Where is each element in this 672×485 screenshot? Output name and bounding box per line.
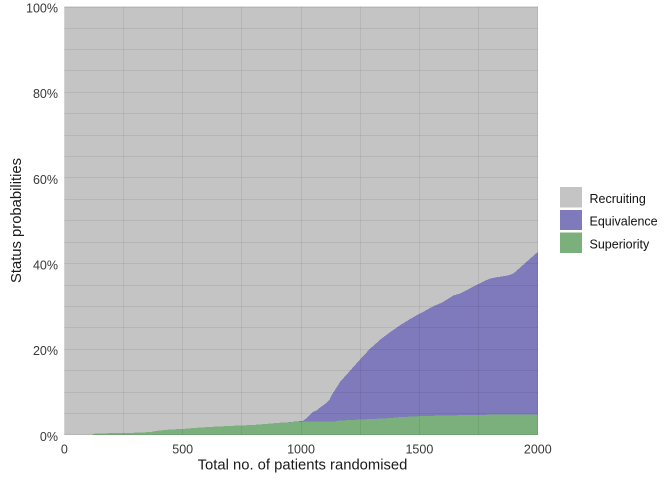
svg-text:80%: 80% — [33, 87, 58, 101]
svg-text:40%: 40% — [33, 258, 58, 272]
svg-text:Recruiting: Recruiting — [590, 192, 646, 206]
svg-text:Status probabilities: Status probabilities — [9, 158, 25, 283]
svg-text:Total no. of patients randomis: Total no. of patients randomised — [198, 458, 408, 474]
svg-text:0: 0 — [61, 442, 68, 456]
svg-text:Superiority: Superiority — [590, 238, 650, 252]
svg-text:60%: 60% — [33, 173, 58, 187]
svg-text:1000: 1000 — [287, 442, 315, 456]
svg-text:500: 500 — [172, 442, 193, 456]
svg-text:Equivalence: Equivalence — [590, 215, 658, 229]
svg-text:1500: 1500 — [405, 442, 433, 456]
svg-text:0%: 0% — [40, 430, 58, 444]
svg-text:100%: 100% — [26, 1, 58, 15]
svg-text:20%: 20% — [33, 344, 58, 358]
svg-text:2000: 2000 — [524, 442, 552, 456]
